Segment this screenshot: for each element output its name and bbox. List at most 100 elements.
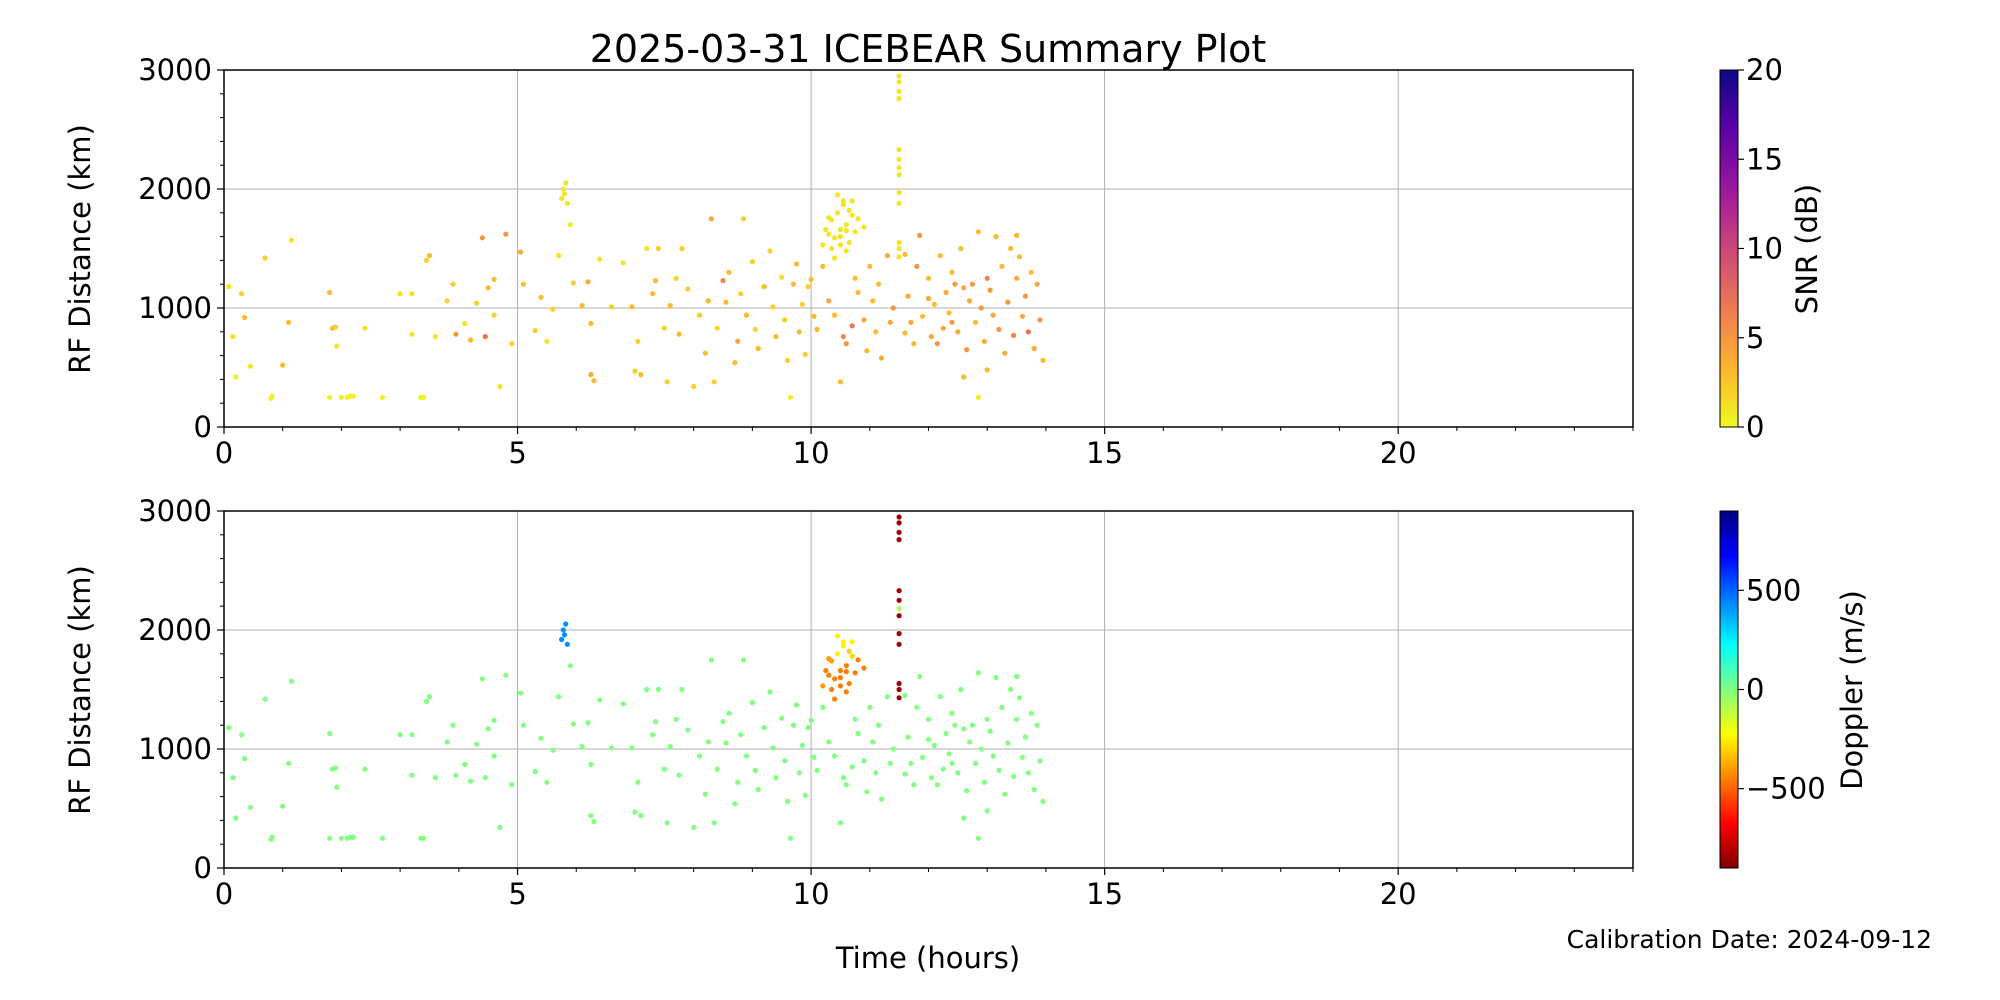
scatter-point-doppler [902,692,908,699]
scatter-point-doppler [846,648,852,655]
x-axis-label: Time (hours) [835,941,1020,975]
scatter-point-doppler [468,778,474,784]
scatter-point-snr [1037,317,1043,323]
scatter-point-doppler [814,767,820,774]
y-axis-label-snr: RF Distance (km) [63,124,97,374]
scatter-point-snr [826,231,832,237]
scatter-point-snr [1040,357,1046,363]
scatter-point-snr [520,281,527,287]
panel-snr: 0 5 10 15 20 0 1000 2000 3000 RF Distance (km) [63,53,1634,470]
scatter-point-doppler [1031,786,1037,793]
colorbar-snr: 0 5 10 15 20 SNR (dB) [1719,53,1824,444]
scatter-point-doppler [799,742,805,749]
scatter-point-snr [934,341,940,347]
scatter-point-doppler [497,824,503,831]
scatter-point-doppler [849,764,855,770]
scatter-point-snr [1002,350,1008,356]
scatter-point-snr [946,310,952,316]
scatter-point-doppler [978,746,984,752]
scatter-point-snr [937,253,943,259]
scatter-point-doppler [826,672,832,678]
scatter-point-snr [691,383,697,390]
x-tick-label: 15 [1086,877,1123,911]
scatter-point-doppler [450,722,456,728]
scatter-point-snr [843,222,849,228]
scatter-point-snr [635,338,641,344]
scatter-point-doppler [635,779,641,785]
scatter-point-snr [1022,293,1028,299]
scatter-point-snr [914,263,920,269]
scatter-point-snr [981,338,987,344]
scatter-point-doppler [840,775,847,781]
scatter-point-snr [843,341,849,347]
y-tick-label: 2000 [138,172,212,206]
y-tick-label: 0 [194,410,212,444]
scatter-point-snr [958,245,964,252]
x-tick-label: 5 [508,877,526,911]
scatter-point-doppler [925,736,932,743]
scatter-point-doppler [409,772,415,778]
scatter-point-doppler [676,772,682,778]
scatter-point-doppler [362,766,368,772]
scatter-point-snr [661,325,667,331]
scatter-point-snr [591,378,597,384]
scatter-point-doppler [920,754,926,760]
scatter-point-doppler [655,686,662,693]
scatter-point-snr [711,379,717,385]
scatter-point-snr [233,374,239,380]
scatter-point-snr [327,289,333,296]
colorbar-tick-label: −500 [1746,772,1826,806]
colorbar-snr-gradient [1719,69,1739,428]
scatter-point-doppler [987,728,993,734]
scatter-point-snr [867,263,873,269]
scatter-point-doppler [902,771,908,777]
x-tick-label: 10 [793,877,830,911]
scatter-point-snr [655,245,662,252]
scatter-point-snr [846,239,852,246]
scatter-point-doppler [820,704,826,711]
scatter-point-snr [896,190,902,196]
scatter-point-snr [532,328,538,334]
scatter-point-snr [761,284,767,290]
colorbar-doppler-gradient [1719,510,1739,869]
scatter-point-snr [896,156,902,162]
scatter-point-doppler [332,765,339,771]
scatter-point-doppler [793,702,800,708]
scatter-point-snr [544,338,550,344]
scatter-point-snr [802,351,808,357]
scatter-point-snr [497,383,503,390]
scatter-point-doppler [843,669,849,675]
scatter-point-snr [749,259,756,265]
scatter-point-doppler [896,695,902,701]
scatter-point-snr [482,334,488,340]
scatter-point-doppler [241,755,248,762]
scatter-point-doppler [873,770,879,776]
scatter-point-snr [820,242,826,248]
scatter-point-doppler [1008,686,1014,693]
scatter-point-doppler [327,835,333,841]
scatter-point-snr [990,312,996,318]
y-tick-label: 1000 [138,732,212,766]
scatter-point-snr [873,329,879,335]
scatter-point-doppler [262,696,268,702]
scatter-point-doppler [550,747,556,753]
scatter-point-doppler [861,758,867,764]
scatter-point-snr [849,212,855,218]
scatter-point-snr [849,323,855,329]
scatter-point-doppler [896,514,902,520]
scatter-point-snr [503,231,509,237]
scatter-point-doppler [334,784,340,790]
scatter-point-snr [861,224,867,230]
scatter-point-snr [949,319,955,325]
scatter-point-doppler [802,792,808,799]
scatter-point-snr [652,278,659,284]
scatter-point-snr [975,394,982,400]
scatter-point-doppler [846,680,852,687]
colorbar-tick-label: 5 [1746,321,1764,355]
scatter-point-doppler [286,760,292,766]
scatter-point-snr [473,300,479,306]
scatter-point-snr [1014,275,1020,281]
scatter-point-doppler [928,775,935,781]
scatter-point-snr [556,253,562,259]
plot-frame-snr [223,69,1634,428]
